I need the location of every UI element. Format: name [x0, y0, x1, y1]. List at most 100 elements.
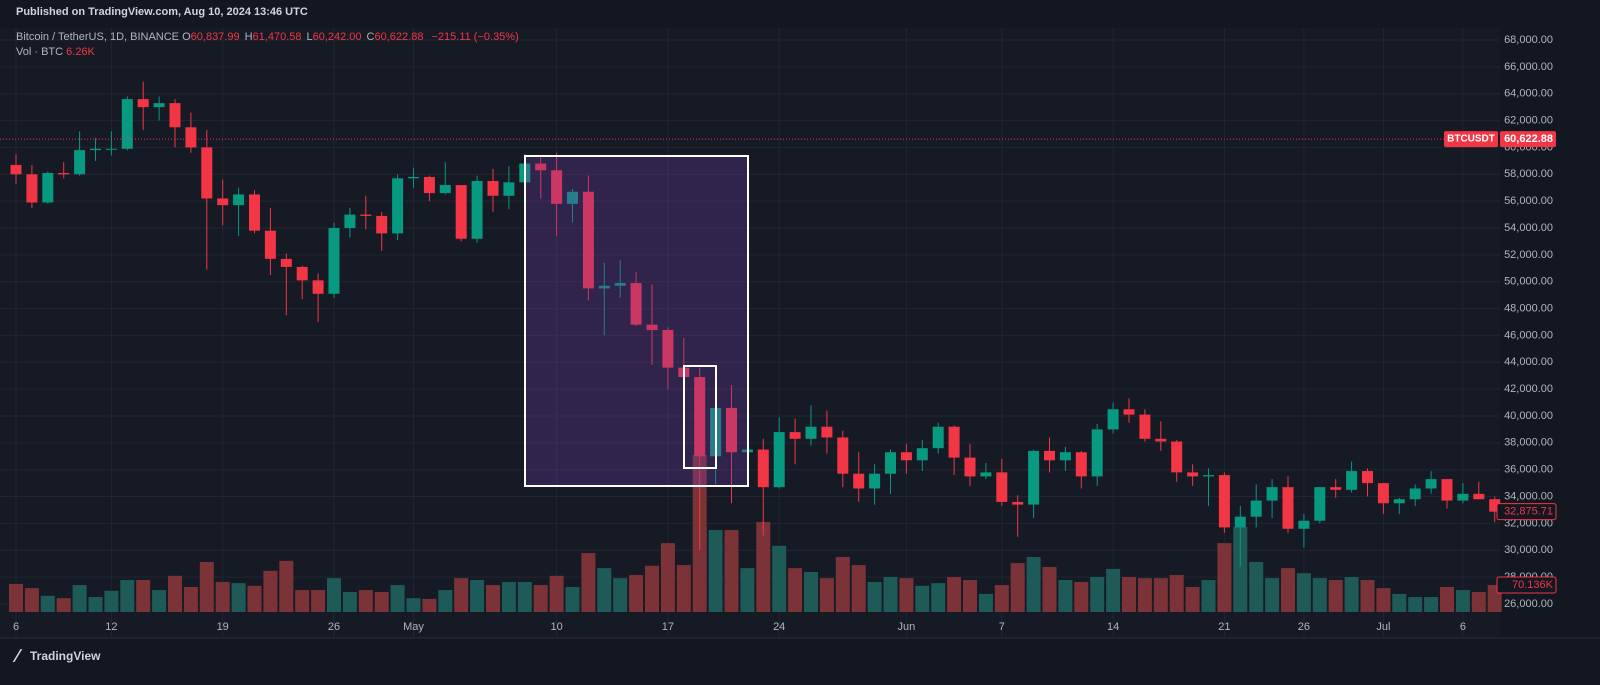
volume-bar [819, 578, 834, 612]
volume-bar [215, 581, 230, 612]
highlight-box [524, 155, 749, 487]
volume-bar [279, 560, 294, 612]
candle-body [757, 449, 769, 488]
candle-body [233, 194, 245, 206]
volume-legend: Vol · BTC 6.26K [16, 46, 95, 58]
y-tick-label: 48,000.00 [1504, 302, 1553, 314]
volume-bar [454, 578, 469, 612]
candle-body [392, 178, 404, 234]
volume-bar [613, 578, 628, 612]
candle-body [726, 407, 737, 453]
candle-body [932, 426, 944, 449]
candle-body [328, 228, 340, 294]
candle-body [376, 215, 388, 234]
volume-bar [1440, 586, 1454, 612]
volume-bar [1042, 566, 1057, 612]
volume-bar [1058, 580, 1073, 612]
x-tick-label: 19 [217, 621, 229, 633]
volume-bar [708, 530, 723, 612]
y-tick-label: 54,000.00 [1504, 222, 1553, 234]
candle-body [1489, 499, 1501, 512]
change: −215.11 (−0.35%) [431, 31, 519, 43]
ohlc-key: H [244, 31, 253, 43]
volume-bar [629, 575, 644, 612]
candle-body [90, 148, 101, 151]
candle-body [74, 150, 86, 175]
candle-body [1044, 450, 1055, 461]
x-tick-label: 17 [662, 621, 674, 633]
candle-body [1473, 493, 1485, 500]
x-tick-label: Jun [898, 621, 916, 633]
y-tick-label: 46,000.00 [1504, 329, 1553, 341]
volume-bar [1408, 596, 1423, 612]
volume-bar [152, 590, 167, 612]
candle-body [869, 473, 881, 489]
candle-body [535, 163, 547, 171]
candle-body [551, 170, 563, 204]
volume-bar [740, 568, 755, 612]
volume-bar [40, 595, 55, 612]
candle-body [42, 172, 54, 203]
y-tick-label: 50,000.00 [1504, 276, 1553, 288]
candle-body [885, 452, 896, 474]
candle-body [916, 448, 928, 461]
candle-body [137, 99, 149, 108]
plot-area [0, 28, 1500, 638]
x-tick-label: 14 [1107, 621, 1119, 633]
y-tick-label: 38,000.00 [1504, 437, 1553, 449]
candle-body [1028, 450, 1040, 505]
volume-bar [1249, 561, 1264, 612]
candle-body [1377, 483, 1389, 504]
candle-body [153, 103, 165, 108]
symbol-badge [1444, 131, 1498, 148]
volume-bar [390, 585, 405, 612]
volume-bar [501, 581, 516, 612]
volume-bar [1233, 526, 1248, 612]
volume-bar [1296, 573, 1311, 612]
volume-bar [1185, 586, 1200, 612]
candle-body [582, 191, 594, 289]
highlight-box-small [683, 365, 717, 469]
candle-body [1425, 479, 1437, 489]
volume-bar [56, 598, 71, 612]
candle-body [789, 432, 801, 439]
candle-body [662, 330, 674, 368]
volume-bar [1344, 576, 1359, 612]
candle-body [1187, 472, 1199, 477]
candle-body [344, 214, 356, 228]
candle-body [487, 181, 499, 196]
volume-bar [104, 590, 119, 612]
volume-bar [1392, 593, 1407, 612]
candle-body [280, 258, 292, 267]
candle-body [423, 176, 435, 194]
candle-body [964, 457, 976, 477]
volume-bar [1026, 556, 1041, 612]
volume-bar [899, 578, 914, 612]
candle-body [296, 266, 308, 281]
y-tick-label: 36,000.00 [1504, 464, 1553, 476]
x-tick-label: 6 [1460, 621, 1466, 633]
candle-body [646, 324, 658, 331]
volume-bar [533, 585, 548, 612]
volume-bar [1153, 578, 1168, 612]
volume-bar [788, 568, 803, 612]
candle-body [1457, 493, 1469, 501]
volume-bar [72, 585, 87, 612]
volume-bar [358, 590, 373, 612]
volume-bar [931, 583, 946, 612]
volume-bar [183, 586, 198, 612]
volume-bar [438, 590, 453, 612]
volume-bar [120, 580, 135, 612]
volume-value: 6.26K [66, 46, 95, 58]
volume-bar [1169, 575, 1184, 612]
y-tick-label: 26,000.00 [1504, 598, 1553, 610]
close-badge [1496, 503, 1557, 521]
x-tick-label: 21 [1218, 621, 1230, 633]
candle-body [598, 285, 610, 289]
volume-bar [565, 586, 580, 612]
volume-bar [327, 578, 341, 612]
volume-bar [772, 545, 787, 612]
candle-body [1091, 429, 1103, 477]
candle-body [26, 174, 38, 203]
